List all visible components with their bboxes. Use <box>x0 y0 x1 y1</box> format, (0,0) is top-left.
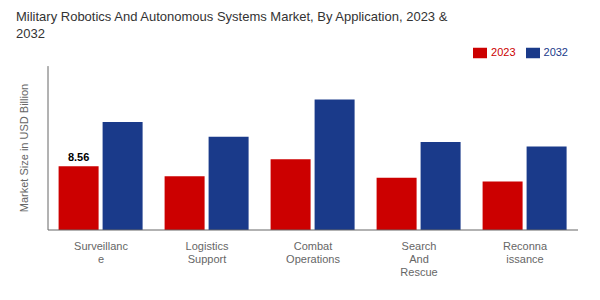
html-text:2032: 2032 <box>543 46 568 58</box>
svg-text:Reconnaissance: Reconnaissance <box>503 240 548 265</box>
svg-text:8.56: 8.56 <box>68 151 89 163</box>
html-text:Military Robotics And Autonomo: Military Robotics And Autonomous Systems… <box>16 9 448 41</box>
svg-text:CombatOperations: CombatOperations <box>286 240 340 265</box>
svg-text:Surveillance: Surveillance <box>74 240 128 265</box>
svg-text:SearchAndRescue: SearchAndRescue <box>400 240 437 278</box>
svg-text:LogisticsSupport: LogisticsSupport <box>186 240 229 265</box>
html-text:2023: 2023 <box>491 46 516 58</box>
svg-text:Market Size in USD Billion: Market Size in USD Billion <box>18 84 30 212</box>
